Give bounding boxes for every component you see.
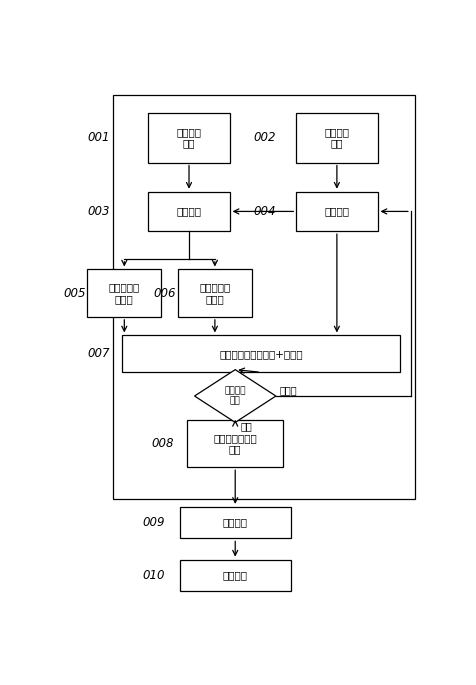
FancyBboxPatch shape <box>179 507 290 538</box>
FancyBboxPatch shape <box>87 269 161 317</box>
Text: 006: 006 <box>153 287 176 299</box>
FancyBboxPatch shape <box>296 192 377 232</box>
Text: 004: 004 <box>253 205 276 218</box>
Text: 满足设计
要求: 满足设计 要求 <box>224 386 246 406</box>
FancyBboxPatch shape <box>148 192 229 232</box>
Text: 003: 003 <box>87 205 109 218</box>
FancyBboxPatch shape <box>178 269 251 317</box>
Text: 009: 009 <box>142 516 165 529</box>
Text: 封装热学参
数提取: 封装热学参 数提取 <box>199 282 230 304</box>
Text: 001: 001 <box>87 131 109 144</box>
FancyBboxPatch shape <box>148 112 229 162</box>
Text: 封装电学参
数提取: 封装电学参 数提取 <box>109 282 139 304</box>
Text: 002: 002 <box>253 131 276 144</box>
Text: 封装设计: 封装设计 <box>176 206 201 216</box>
Text: 输出封装、电路
设计: 输出封装、电路 设计 <box>213 433 257 454</box>
Text: 满足: 满足 <box>240 422 252 432</box>
FancyBboxPatch shape <box>187 420 283 467</box>
Polygon shape <box>194 370 275 423</box>
Text: 封装设计
指标: 封装设计 指标 <box>176 127 201 149</box>
Text: 电路设计: 电路设计 <box>324 206 348 216</box>
Text: 不满足: 不满足 <box>279 385 297 395</box>
Text: 007: 007 <box>87 347 109 360</box>
FancyBboxPatch shape <box>179 560 290 591</box>
Text: 008: 008 <box>151 437 174 450</box>
FancyBboxPatch shape <box>296 112 377 162</box>
FancyBboxPatch shape <box>113 95 414 499</box>
Text: 010: 010 <box>142 569 165 582</box>
Text: 电路设计
指标: 电路设计 指标 <box>324 127 348 149</box>
Text: 生产实现: 生产实现 <box>222 518 247 527</box>
Text: 005: 005 <box>63 287 86 299</box>
FancyBboxPatch shape <box>122 336 399 373</box>
Text: 测试验证: 测试验证 <box>222 571 247 580</box>
Text: 混合模式仿真（封装+电路）: 混合模式仿真（封装+电路） <box>219 349 302 359</box>
